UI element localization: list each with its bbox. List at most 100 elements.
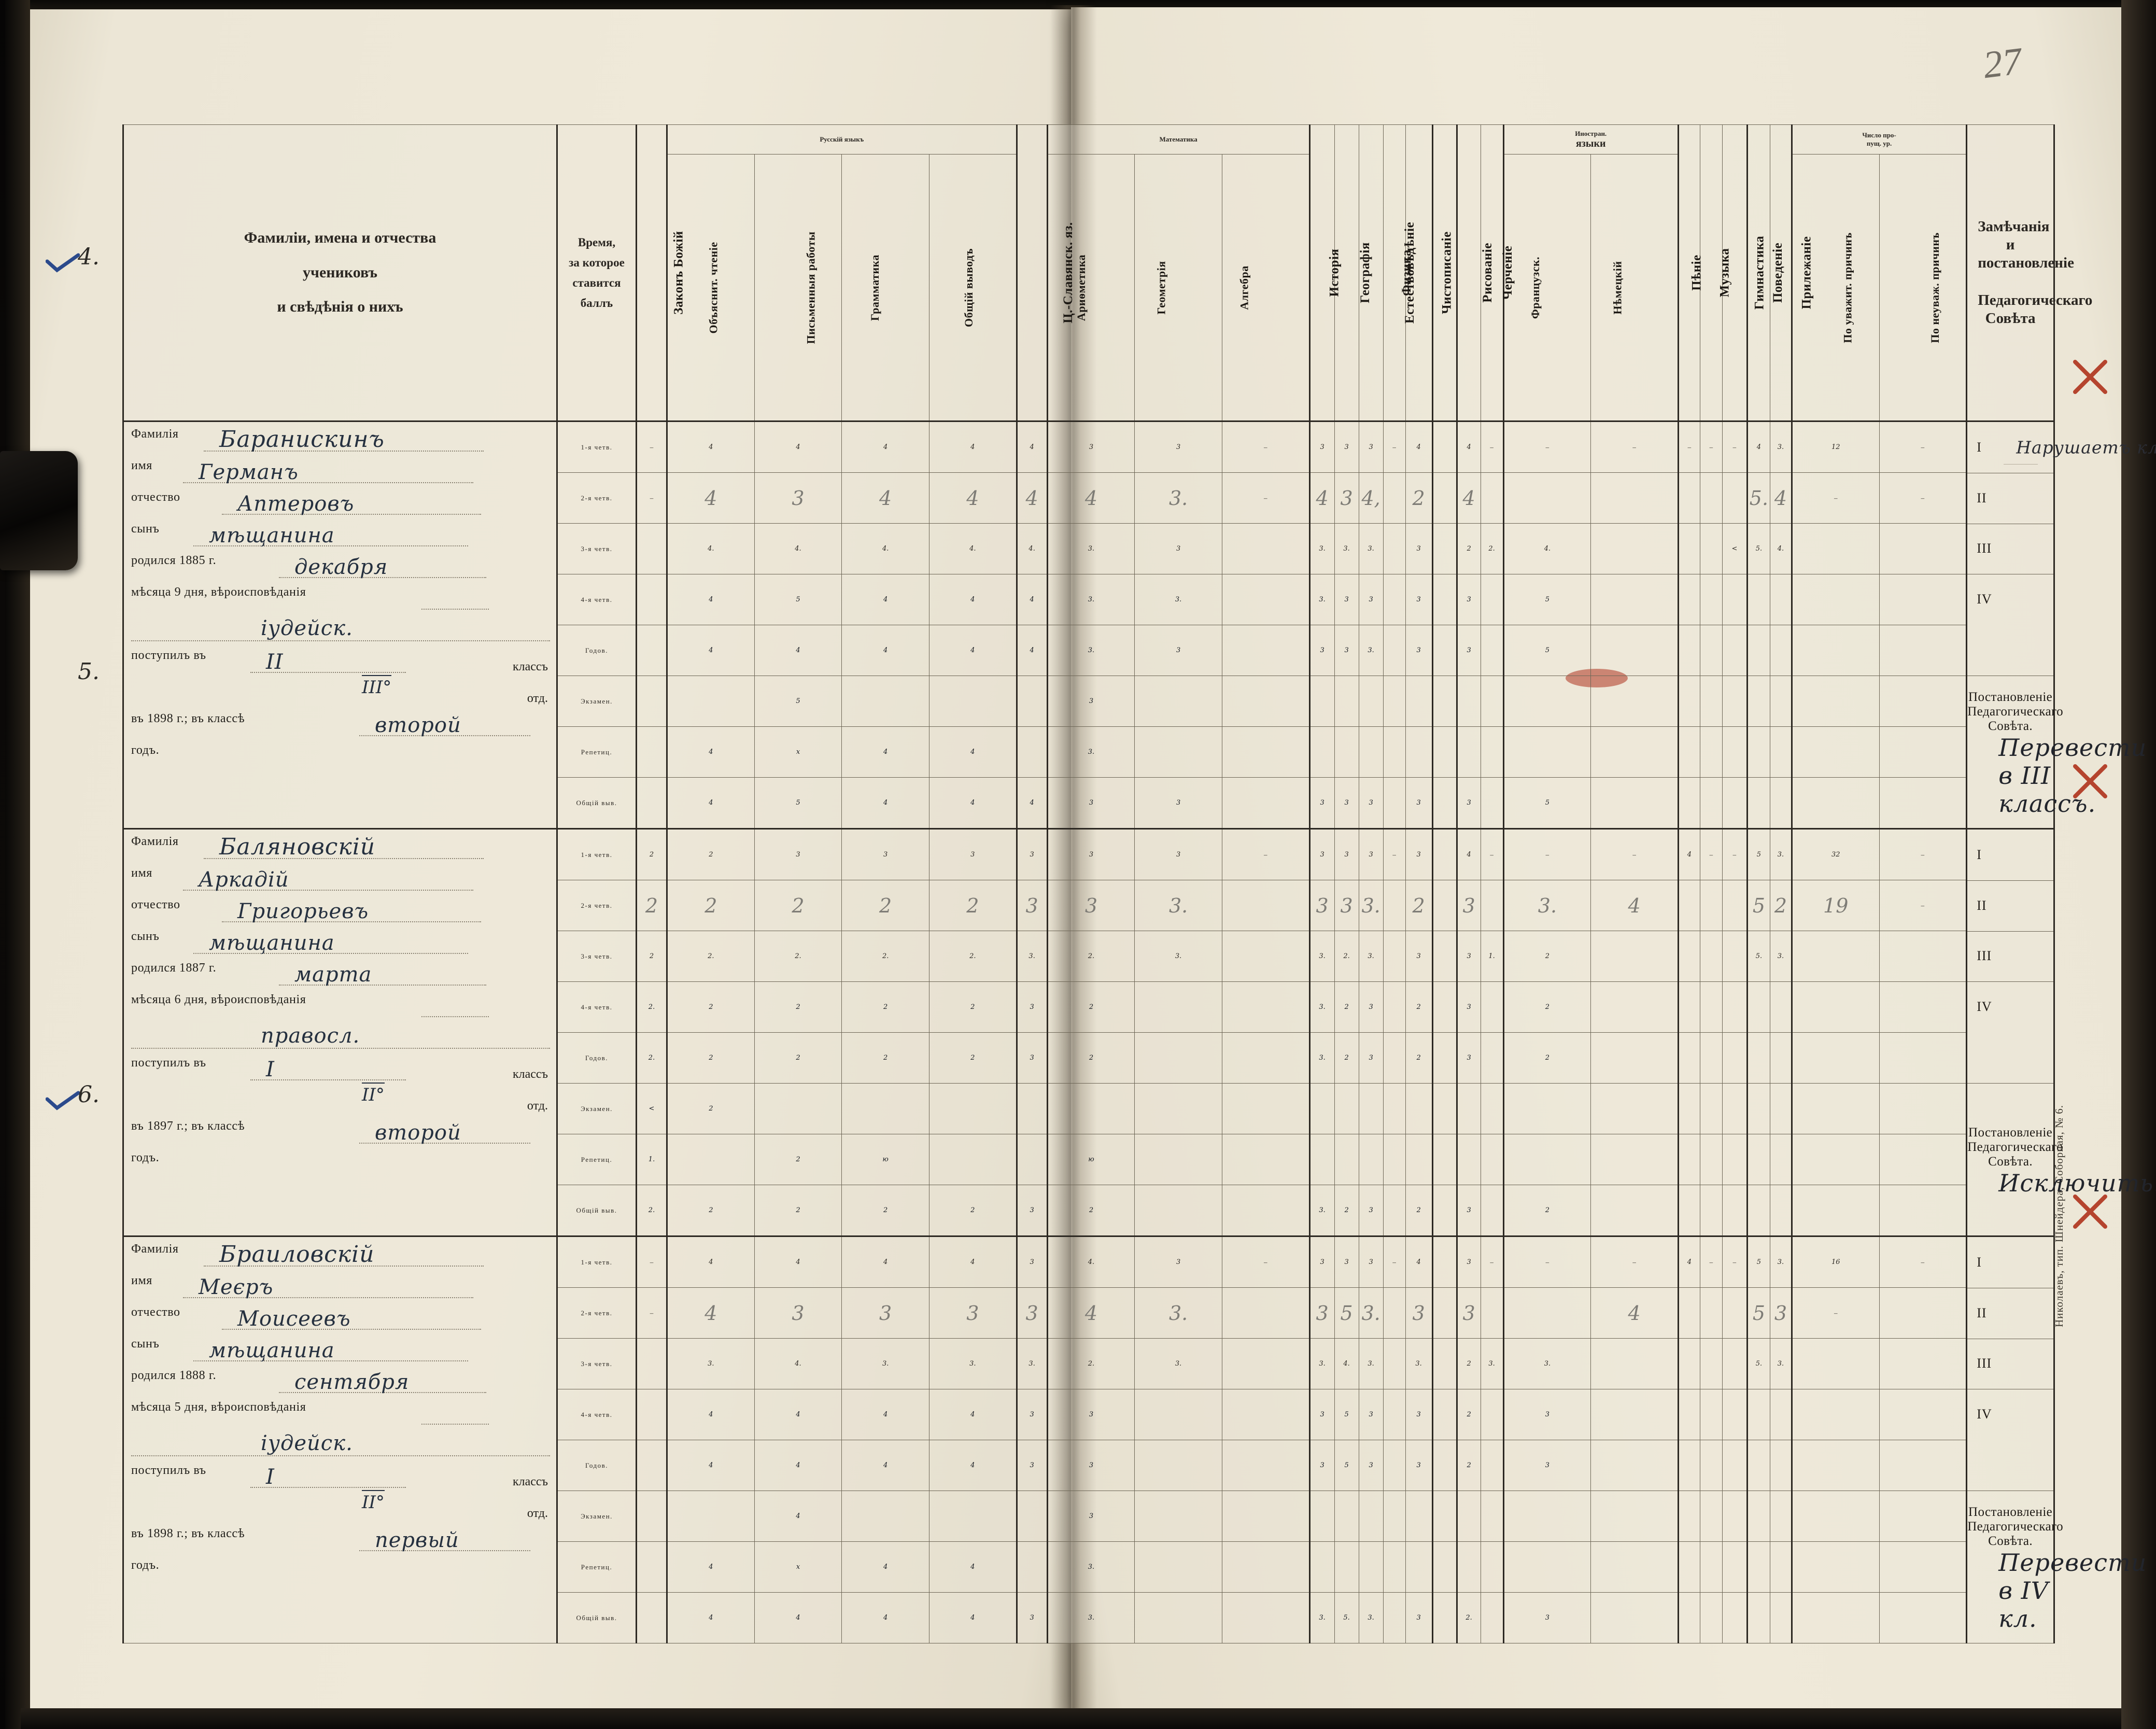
grade-cell [1431, 880, 1457, 931]
grade-cell [1456, 1541, 1481, 1593]
grade-cell: – [1791, 1287, 1880, 1339]
grade-cell: 4 [841, 625, 929, 676]
grade-cell [1383, 1287, 1406, 1339]
red-x-mark-1 [2071, 358, 2109, 396]
grade-cell [1221, 1134, 1310, 1185]
col-header-Письменныя работы: Письменныя работы [754, 154, 842, 421]
grade-cell: 2 [841, 1185, 929, 1236]
grade-cell: 32 [1791, 828, 1880, 880]
grade-cell [1456, 726, 1481, 778]
grade-cell: 4 [754, 1235, 842, 1288]
grade-cell [1334, 1083, 1359, 1134]
grade-cell [1699, 981, 1723, 1033]
grade-cell [1699, 1541, 1723, 1593]
grade-cell: 4 [928, 1235, 1017, 1288]
grade-cell [1746, 1541, 1770, 1593]
grade-cell [1134, 1389, 1222, 1440]
grade-cell: 4 [1046, 1287, 1135, 1339]
bio-label: Фамилія [131, 1242, 179, 1256]
bio-line: сынъ мѣщанина [131, 930, 550, 961]
grade-cell [1590, 574, 1679, 625]
remark-line: I [1967, 830, 2053, 881]
grade-cell: 3 [1016, 1185, 1048, 1236]
register-table: Фамиліи, имена и отчества учениковъ и свѣд… [122, 124, 2156, 1643]
grade-cell: 4. [1046, 1235, 1135, 1288]
grade-cell: 3 [1334, 777, 1359, 829]
grade-cell [1722, 931, 1748, 982]
grade-cell: < [636, 1083, 667, 1134]
bio-line: мѣсяца 5 дня, вѣроисповѣданія [131, 1400, 550, 1432]
grade-cell: 3 [1016, 1287, 1048, 1339]
grade-cell: 3 [1134, 625, 1222, 676]
student-number-1: 4. [78, 244, 100, 270]
grade-cell [1134, 1185, 1222, 1236]
grade-cell: 4 [754, 1389, 842, 1440]
grade-cell: 2 [636, 880, 667, 931]
grade-cell: 3. [1046, 726, 1135, 778]
remark-roman: II [1977, 1305, 1987, 1320]
bio-label: годъ. [131, 1558, 160, 1572]
grade-cell [1431, 1287, 1457, 1339]
grade-cell: 4 [1677, 1235, 1700, 1288]
grade-cell: 3 [1134, 420, 1222, 473]
grade-cell: 2. [928, 931, 1017, 982]
grade-cell [1722, 726, 1748, 778]
bio-value: I [266, 1058, 275, 1081]
grade-cell [1431, 1338, 1457, 1389]
bio-line: въ 1898 г.; въ классѣ второй [131, 712, 550, 743]
remark-roman: IV [1977, 1407, 1992, 1422]
remark-roman: II [1977, 490, 1987, 505]
grade-cell [1480, 726, 1504, 778]
grade-cell [1590, 1592, 1679, 1643]
bio-value: мѣщанина [209, 931, 335, 955]
grade-cell: 3. [1016, 1338, 1048, 1389]
col-group-foreign: Иностран. языки [1502, 124, 1679, 154]
bio-label: поступилъ въ [131, 1056, 206, 1070]
grade-cell [1431, 1134, 1457, 1185]
grade-cell [1358, 726, 1384, 778]
grade-cell: 4 [1016, 472, 1048, 524]
grade-cell: 4 [841, 472, 929, 524]
grade-cell [1879, 523, 1967, 574]
table-row: 4-я четв. 4 4 4 4 3 3 3 5 3 3 2 3 [123, 1389, 2054, 1440]
grade-cell [1769, 1185, 1792, 1236]
grade-cell [1590, 1134, 1679, 1185]
remarks-cell: I II III IV [1966, 1235, 2055, 1491]
grade-cell: – [1722, 420, 1748, 473]
grade-cell: 3. [1046, 1541, 1135, 1593]
grade-cell [1383, 1185, 1406, 1236]
grade-cell: 3. [1358, 625, 1384, 676]
grade-cell: – [636, 472, 667, 524]
grade-cell [1746, 676, 1770, 727]
grade-cell [1383, 1440, 1406, 1491]
remark-roman: III [1977, 541, 1992, 556]
grade-cell [1590, 625, 1679, 676]
bio-value: Аптеровъ [237, 492, 355, 516]
grade-cell: – [636, 1287, 667, 1339]
grade-cell: 2 [754, 1032, 842, 1084]
bio-value: Моисеевъ [237, 1307, 351, 1331]
grade-cell: 2 [1046, 981, 1135, 1033]
grade-cell [1221, 1389, 1310, 1440]
bio-value-religion: іудейск. [261, 616, 353, 640]
remark-line: II [1967, 1288, 2053, 1339]
grade-cell [1722, 981, 1748, 1033]
bio-value: Германъ [199, 460, 299, 484]
grade-cell: 4 [928, 420, 1017, 473]
bio-value: декабря [294, 555, 388, 579]
grade-cell: 2 [1405, 981, 1433, 1033]
grade-cell: 5. [1746, 472, 1770, 524]
grade-cell [1502, 1083, 1591, 1134]
grade-cell: 3 [1405, 625, 1433, 676]
grade-cell: 3 [1456, 1287, 1481, 1339]
grade-cell [1746, 1185, 1770, 1236]
grade-cell [1699, 1491, 1723, 1542]
grade-cell: 3 [1046, 1491, 1135, 1542]
grade-cell [1769, 1491, 1792, 1542]
grade-cell [1383, 574, 1406, 625]
grade-cell [1405, 1491, 1433, 1542]
grade-cell: 3 [1358, 777, 1384, 829]
grade-cell: 3 [1046, 676, 1135, 727]
grade-cell: 2 [1456, 1338, 1481, 1389]
grade-cell: 4 [666, 1440, 755, 1491]
